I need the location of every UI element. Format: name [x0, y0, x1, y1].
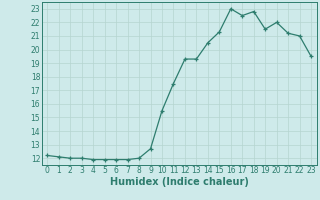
X-axis label: Humidex (Indice chaleur): Humidex (Indice chaleur)	[110, 177, 249, 187]
